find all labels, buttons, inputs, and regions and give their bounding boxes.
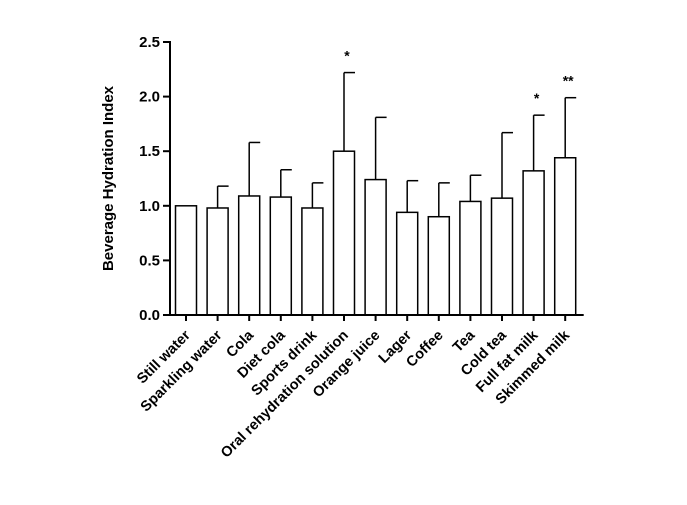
y-tick-label: 2.5 [139, 34, 160, 51]
y-tick-label: 1.5 [139, 143, 160, 160]
y-axis-title: Beverage Hydration Index [100, 85, 117, 271]
bars-group: **** [174, 48, 577, 316]
bar [237, 195, 261, 316]
y-tick-label: 1.0 [139, 198, 160, 215]
significance-marker: * [344, 48, 350, 64]
y-tick-label: 0.0 [139, 307, 160, 324]
bar [332, 150, 356, 316]
bar [522, 170, 545, 316]
significance-marker: ** [563, 73, 574, 89]
y-axis: 0.0 0.5 1.0 1.5 2.0 2.5 [139, 34, 171, 324]
bar [364, 178, 387, 316]
bar [553, 157, 577, 316]
bar [395, 211, 419, 316]
bar [301, 207, 324, 316]
bar [459, 200, 482, 316]
bar [269, 196, 293, 316]
y-tick-label: 0.5 [139, 252, 160, 269]
bar [427, 215, 451, 316]
bar [206, 207, 229, 316]
significance-marker: * [534, 90, 540, 106]
bar [490, 197, 514, 316]
y-tick-label: 2.0 [139, 89, 160, 106]
bar [174, 205, 198, 316]
